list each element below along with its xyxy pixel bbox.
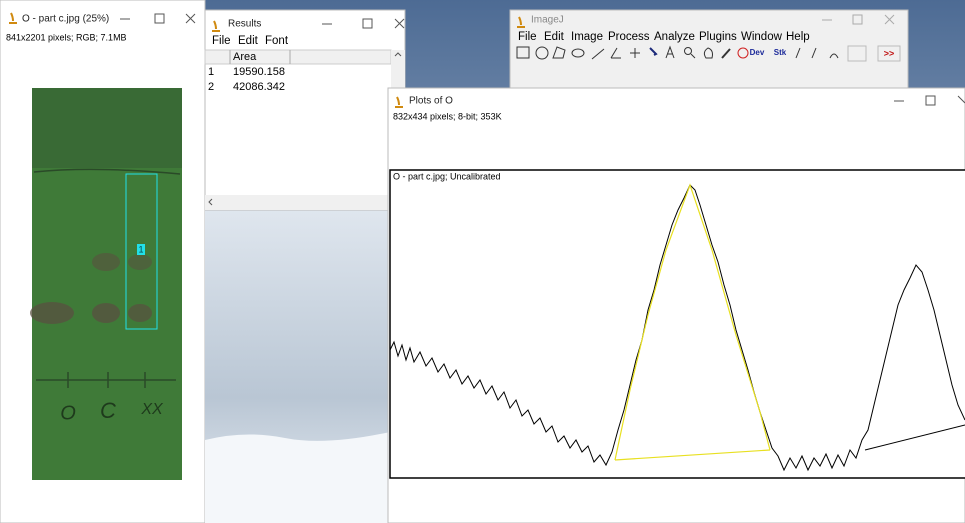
cell: 19590.158 (233, 66, 285, 78)
column-header: Area (233, 51, 257, 63)
menu-item[interactable]: Edit (544, 31, 565, 43)
page: O - part c.jpg (25%) 841x2201 pixels; RG… (0, 0, 965, 523)
tool-button[interactable]: >> (884, 48, 895, 58)
decoration (128, 304, 152, 322)
lane-label: XX (140, 401, 164, 418)
plot-window: Plots of O 832x434 pixels; 8-bit; 353K O… (388, 88, 965, 523)
window-title: ImageJ (531, 15, 564, 26)
plot-label: O - part c.jpg; Uncalibrated (393, 171, 501, 181)
imagej-window: ImageJ File Edit Image Process Analyze P… (510, 10, 908, 88)
plot-frame (390, 170, 965, 478)
cell: 42086.342 (233, 81, 285, 93)
image-info: 832x434 pixels; 8-bit; 353K (393, 111, 502, 121)
decoration (205, 10, 405, 210)
roi-label: 1 (138, 244, 143, 254)
results-window: Results File Edit Font Area 1 19590.158 … (205, 10, 405, 210)
menu-item[interactable]: Edit (238, 35, 259, 47)
decoration (92, 253, 120, 271)
decoration (32, 88, 182, 168)
decoration (92, 303, 120, 323)
window-title: Plots of O (409, 96, 453, 107)
menu-item[interactable]: Help (786, 31, 810, 43)
image-window: O - part c.jpg (25%) 841x2201 pixels; RG… (0, 0, 205, 523)
menu-item[interactable]: Image (571, 31, 603, 43)
window-title: O - part c.jpg (25%) (22, 14, 109, 25)
menu-item[interactable]: File (212, 35, 231, 47)
image-info: 841x2201 pixels; RGB; 7.1MB (6, 32, 127, 42)
row-number: 1 (208, 66, 214, 78)
row-number: 2 (208, 81, 214, 93)
decoration (848, 46, 866, 61)
decoration (128, 254, 152, 270)
menu-item[interactable]: Process (608, 31, 650, 43)
lane-label: O (60, 402, 76, 424)
window-title: Results (228, 19, 261, 30)
menu-item[interactable]: Font (265, 35, 289, 47)
desktop: O - part c.jpg (25%) 841x2201 pixels; RG… (0, 0, 965, 523)
tool-button[interactable]: Dev (750, 48, 765, 57)
tool-button[interactable]: Stk (774, 48, 787, 57)
menu-item[interactable]: Plugins (699, 31, 737, 43)
scrollbar[interactable] (205, 195, 391, 210)
lane-label: C (100, 398, 116, 423)
decoration (205, 432, 390, 523)
menu-item[interactable]: Analyze (654, 31, 695, 43)
menu-item[interactable]: Window (741, 31, 783, 43)
decoration (30, 302, 74, 324)
menu-item[interactable]: File (518, 31, 537, 43)
